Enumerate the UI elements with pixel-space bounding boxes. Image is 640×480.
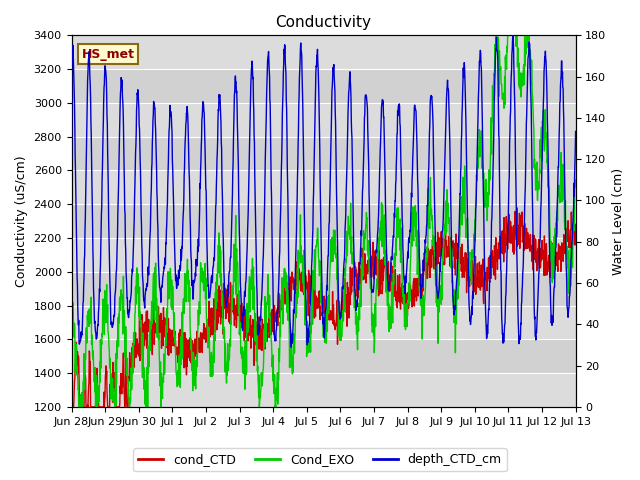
Text: HS_met: HS_met bbox=[82, 48, 134, 60]
Bar bbox=[72, 272, 575, 306]
Bar bbox=[72, 137, 575, 170]
Y-axis label: Water Level (cm): Water Level (cm) bbox=[612, 168, 625, 275]
Bar bbox=[72, 339, 575, 373]
Legend: cond_CTD, Cond_EXO, depth_CTD_cm: cond_CTD, Cond_EXO, depth_CTD_cm bbox=[133, 448, 507, 471]
Y-axis label: Conductivity (uS/cm): Conductivity (uS/cm) bbox=[15, 156, 28, 287]
Bar bbox=[72, 69, 575, 103]
Title: Conductivity: Conductivity bbox=[276, 15, 372, 30]
Bar bbox=[72, 204, 575, 238]
